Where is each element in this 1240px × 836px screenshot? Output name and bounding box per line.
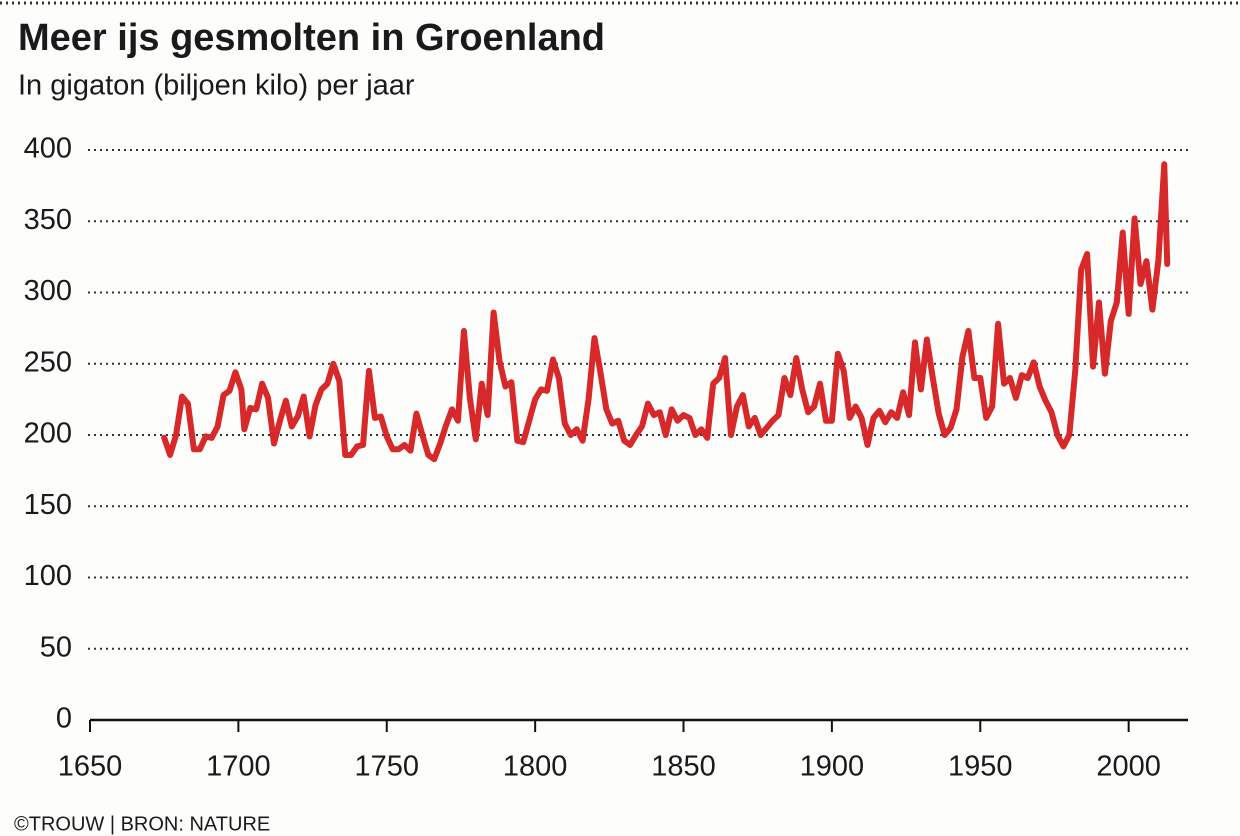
y-tick-label: 0 <box>56 703 72 735</box>
y-tick-label: 50 <box>40 631 72 663</box>
y-tick-label: 250 <box>24 346 72 378</box>
x-tick-label: 2000 <box>1096 751 1161 783</box>
y-tick-label: 400 <box>24 133 72 165</box>
chart-subtitle: In gigaton (biljoen kilo) per jaar <box>18 70 415 102</box>
data-line <box>161 161 1171 463</box>
source: ©TROUW | BRON: NATURE <box>14 813 270 835</box>
y-tick-label: 350 <box>24 204 72 236</box>
x-tick-label: 1850 <box>651 751 716 783</box>
x-tick-label: 1800 <box>503 751 568 783</box>
x-tick-label: 1750 <box>354 751 419 783</box>
y-tick-label: 100 <box>24 560 72 592</box>
x-tick-label: 1700 <box>206 751 271 783</box>
x-tick-label: 1900 <box>800 751 865 783</box>
x-tick-label: 1950 <box>948 751 1013 783</box>
chart-title: Meer ijs gesmolten in Groenland <box>18 17 605 59</box>
y-tick-label: 200 <box>24 418 72 450</box>
y-tick-label: 150 <box>24 489 72 521</box>
y-tick-label: 300 <box>24 275 72 307</box>
x-tick-label: 1650 <box>58 751 123 783</box>
